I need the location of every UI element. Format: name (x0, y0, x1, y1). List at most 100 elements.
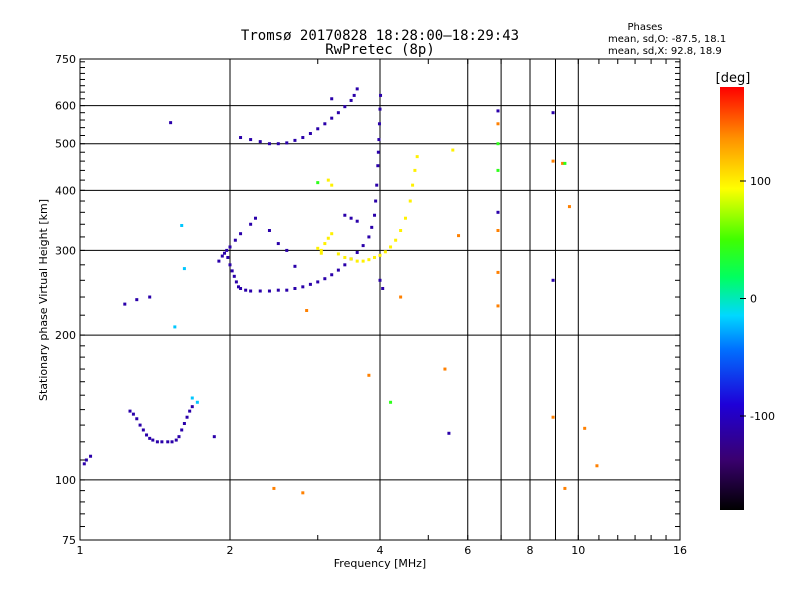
data-point (378, 278, 382, 282)
x-tick-label: 2 (227, 544, 234, 557)
data-point (326, 236, 330, 240)
data-point (301, 136, 305, 140)
data-point (361, 244, 365, 248)
phases-header: Phases (627, 22, 662, 33)
data-point (323, 277, 327, 281)
y-tick-label: 100 (55, 474, 76, 487)
data-point (355, 219, 359, 223)
data-point (301, 285, 305, 289)
data-point (230, 269, 234, 273)
colorbar-label: [deg] (716, 71, 751, 86)
data-point (293, 264, 297, 268)
data-point (148, 436, 152, 440)
data-point (451, 148, 455, 152)
data-point (394, 238, 398, 242)
grid (80, 59, 680, 540)
data-point (239, 286, 243, 290)
data-point (496, 270, 500, 274)
data-point (389, 400, 393, 404)
data-point (177, 435, 181, 439)
data-point (135, 417, 139, 421)
data-point (336, 111, 340, 115)
data-point (151, 438, 155, 442)
phase-stats-o: mean, sd,O: -87.5, 18.1 (608, 34, 726, 45)
data-point (408, 199, 412, 203)
data-point (155, 440, 159, 444)
data-point (233, 238, 237, 242)
data-point (567, 205, 571, 209)
data-point (244, 288, 248, 292)
data-point (330, 116, 334, 120)
data-point (367, 235, 371, 239)
data-point (403, 216, 407, 220)
y-tick-label: 300 (55, 244, 76, 257)
data-point (305, 309, 309, 313)
data-point (236, 285, 240, 289)
data-point (148, 295, 152, 299)
data-point (336, 252, 340, 256)
data-point (239, 136, 243, 140)
data-point (220, 254, 224, 258)
data-point (272, 486, 276, 490)
data-point (190, 396, 194, 400)
data-point (276, 142, 280, 146)
data-point (308, 282, 312, 286)
data-point (367, 373, 371, 377)
data-point (141, 428, 145, 432)
data-point (160, 440, 164, 444)
data-point (373, 213, 377, 217)
data-point (173, 325, 177, 329)
data-point (375, 183, 379, 187)
data-point (496, 228, 500, 232)
data-point (355, 251, 359, 255)
data-point (323, 122, 327, 126)
colorbar-ticks: -100 0 100 (740, 175, 775, 423)
data-point (182, 267, 186, 271)
data-point (330, 232, 334, 236)
data-point (330, 97, 334, 101)
data-point (330, 273, 334, 277)
x-tick-label: 8 (527, 544, 534, 557)
data-point (349, 216, 353, 220)
x-axis-label: Frequency [MHz] (334, 557, 426, 570)
y-tick-label: 500 (55, 138, 76, 151)
data-point (131, 412, 135, 416)
data-point (361, 259, 365, 263)
data-point (496, 122, 500, 126)
data-point (293, 286, 297, 290)
data-point (217, 259, 221, 263)
data-point (343, 255, 347, 259)
data-point (276, 242, 280, 246)
y-axis-label: Stationary phase Virtual Height [km] (37, 199, 50, 401)
data-point (496, 142, 500, 146)
data-point (226, 255, 230, 259)
data-point (234, 280, 238, 284)
y-tick-label: 400 (55, 184, 76, 197)
data-point (232, 274, 236, 278)
data-point (377, 138, 381, 142)
data-point (249, 222, 253, 226)
data-point (267, 142, 271, 146)
data-point (228, 263, 232, 267)
x-tick-labels: 1 2 4 6 8 10 16 (77, 544, 688, 557)
data-points (82, 87, 599, 495)
colorbar-tick-label: -100 (750, 410, 775, 423)
data-point (166, 440, 170, 444)
data-point (413, 168, 417, 172)
data-point (285, 248, 289, 252)
data-point (373, 255, 377, 259)
data-point (188, 409, 192, 413)
data-point (326, 178, 330, 182)
data-point (223, 251, 227, 255)
data-point (301, 491, 305, 495)
data-point (399, 228, 403, 232)
data-point (185, 415, 189, 419)
y-tick-label: 200 (55, 329, 76, 342)
phase-stats-x: mean, sd,X: 92.8, 18.9 (608, 46, 722, 57)
data-point (496, 210, 500, 214)
data-point (182, 421, 186, 425)
y-tick-label: 75 (62, 534, 76, 547)
data-point (399, 295, 403, 299)
data-point (82, 462, 86, 466)
